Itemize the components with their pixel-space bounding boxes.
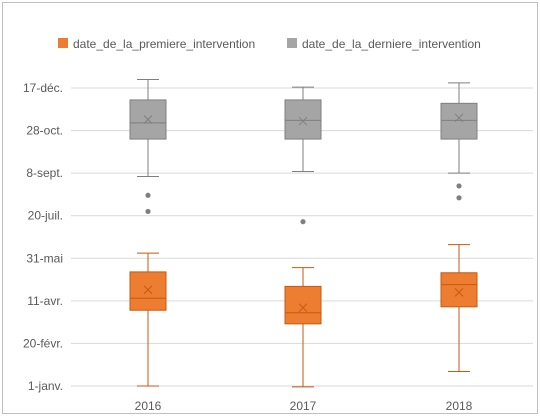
outlier-point: [456, 195, 462, 201]
mean-marker: [143, 115, 153, 124]
box-premiere-2018: [440, 244, 478, 373]
box-iqr: [284, 285, 322, 325]
outlier-point: [145, 192, 151, 198]
y-tick-label: 20-févr.: [23, 336, 63, 350]
mean-marker: [298, 303, 308, 313]
y-tick-label: 20-juil.: [28, 209, 63, 223]
y-tick-label: 31-mai: [26, 251, 63, 265]
mean-marker: [298, 116, 308, 126]
outlier-point: [456, 183, 462, 189]
box-derniere-2017: [284, 86, 322, 225]
legend: date_de_la_premiere_intervention date_de…: [58, 37, 481, 51]
box-plot-chart: date_de_la_premiere_intervention date_de…: [23, 37, 533, 413]
outlier-point: [145, 208, 151, 215]
mean-marker: [454, 287, 464, 297]
box-iqr: [129, 271, 167, 311]
y-axis: 1-janv. 20-févr. 11-avr. 31-mai 20-juil. 8-se…: [23, 81, 63, 393]
box-iqr: [440, 272, 478, 308]
y-tick-label: 17-déc.: [23, 81, 63, 95]
legend-label-derniere: date_de_la_derniere_intervention: [302, 37, 481, 51]
x-tick-label: 2018: [446, 399, 473, 413]
box-premiere-2017: [284, 267, 322, 388]
y-tick-label: 8-sept.: [26, 166, 63, 180]
legend-label-premiere: date_de_la_premiere_intervention: [73, 37, 255, 51]
outlier-point: [300, 219, 306, 225]
chart-frame: date_de_la_premiere_intervention date_de…: [2, 2, 538, 414]
boxes: [129, 78, 478, 388]
x-tick-label: 2017: [290, 399, 317, 413]
box-iqr: [284, 99, 322, 140]
box-premiere-2016: [129, 252, 167, 387]
box-derniere-2018: [440, 82, 478, 201]
x-axis: 2016 2017 2018: [135, 399, 473, 413]
mean-marker: [454, 113, 464, 123]
legend-swatch-derniere: [287, 38, 297, 48]
box-derniere-2016: [129, 78, 167, 215]
y-tick-label: 11-avr.: [27, 294, 63, 308]
mean-marker: [143, 285, 153, 295]
y-tick-label: 28-oct.: [26, 124, 63, 138]
box-iqr: [440, 102, 478, 140]
x-tick-label: 2016: [135, 399, 162, 413]
y-tick-label: 1-janv.: [28, 379, 63, 393]
legend-swatch-premiere: [58, 38, 68, 48]
